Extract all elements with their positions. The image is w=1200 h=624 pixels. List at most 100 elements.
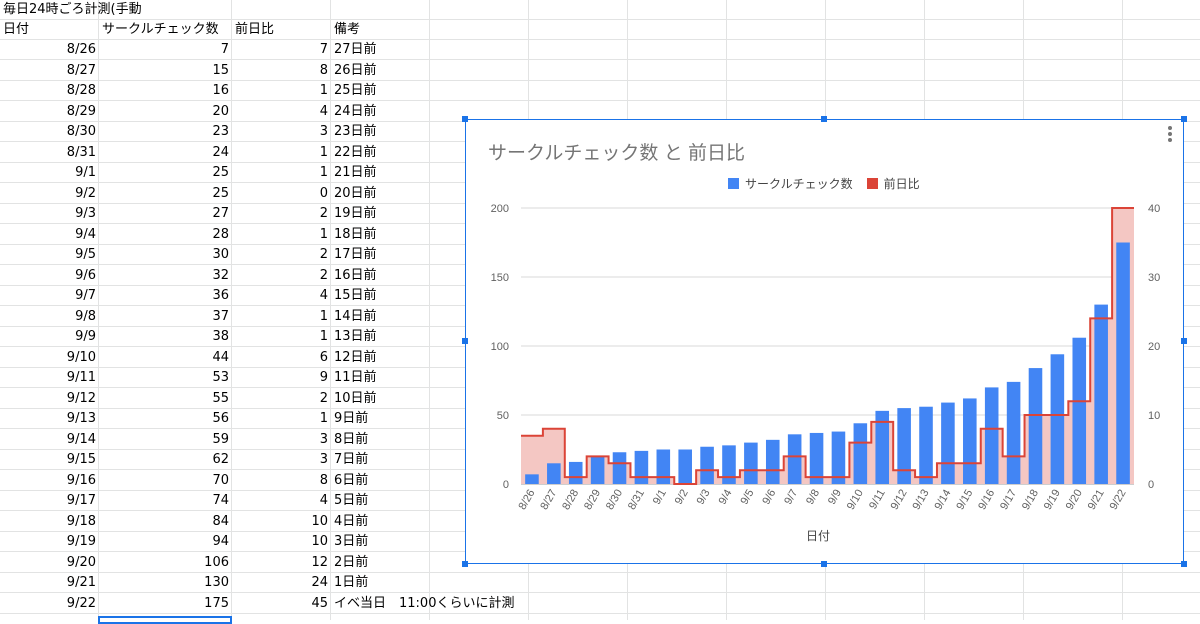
daily-change-cell[interactable]: 0 <box>319 185 328 201</box>
daily-change-cell[interactable]: 4 <box>319 288 328 303</box>
circle-check-count-cell[interactable]: 130 <box>204 575 229 590</box>
date-cell[interactable]: 9/7 <box>75 288 96 303</box>
date-cell[interactable]: 9/20 <box>66 554 96 570</box>
daily-change-cell[interactable]: 8 <box>319 472 328 488</box>
resize-handle[interactable] <box>1181 338 1187 344</box>
header-daily-change[interactable]: 前日比 <box>235 22 275 37</box>
circle-check-count-cell[interactable]: 36 <box>212 288 229 303</box>
date-cell[interactable]: 9/11 <box>66 370 96 385</box>
date-cell[interactable]: 8/31 <box>66 144 96 160</box>
notes-cell[interactable]: 21日前 <box>334 165 377 180</box>
date-cell[interactable]: 9/19 <box>66 534 96 549</box>
notes-cell[interactable]: イベ当日 11:00くらいに計測 <box>334 595 515 611</box>
notes-cell[interactable]: 22日前 <box>334 144 377 160</box>
header-row[interactable]: 日付 サークルチェック数 前日比 備考 <box>0 20 1200 40</box>
resize-handle[interactable] <box>462 561 468 567</box>
daily-change-cell[interactable]: 1 <box>319 329 328 344</box>
circle-check-count-cell[interactable]: 44 <box>212 349 229 365</box>
date-cell[interactable]: 9/15 <box>66 452 96 467</box>
date-cell[interactable]: 9/9 <box>75 329 96 344</box>
notes-cell[interactable]: 17日前 <box>334 247 377 262</box>
circle-check-count-cell[interactable]: 27 <box>212 206 229 221</box>
date-cell[interactable]: 9/18 <box>66 513 96 529</box>
notes-cell[interactable]: 20日前 <box>334 185 377 201</box>
circle-check-count-cell[interactable]: 59 <box>212 431 229 447</box>
circle-check-count-cell[interactable]: 84 <box>212 513 229 529</box>
notes-cell[interactable]: 25日前 <box>334 83 377 98</box>
date-cell[interactable]: 9/16 <box>66 472 96 488</box>
daily-change-cell[interactable]: 6 <box>319 349 328 365</box>
date-cell[interactable]: 9/3 <box>75 206 96 221</box>
notes-cell[interactable]: 3日前 <box>334 534 369 549</box>
notes-cell[interactable]: 15日前 <box>334 288 377 303</box>
notes-cell[interactable]: 9日前 <box>334 411 369 426</box>
date-cell[interactable]: 9/13 <box>66 411 96 426</box>
date-cell[interactable]: 9/17 <box>66 493 96 508</box>
daily-change-cell[interactable]: 4 <box>319 103 328 119</box>
circle-check-count-cell[interactable]: 16 <box>212 83 229 98</box>
circle-check-count-cell[interactable]: 74 <box>212 493 229 508</box>
table-row[interactable]: 9/20 106 12 2日前 <box>0 553 1200 573</box>
circle-check-count-cell[interactable]: 94 <box>212 534 229 549</box>
notes-cell[interactable]: 19日前 <box>334 206 377 221</box>
circle-check-count-cell[interactable]: 53 <box>212 370 229 385</box>
title-cell[interactable]: 毎日24時ごろ計測(手動 <box>3 2 142 17</box>
date-cell[interactable]: 9/1 <box>75 165 96 180</box>
daily-change-cell[interactable]: 1 <box>319 226 328 242</box>
notes-cell[interactable]: 24日前 <box>334 103 377 119</box>
circle-check-count-cell[interactable]: 7 <box>220 42 229 57</box>
table-row[interactable]: 9/21 130 24 1日前 <box>0 573 1200 593</box>
daily-change-cell[interactable]: 1 <box>319 165 328 180</box>
circle-check-count-cell[interactable]: 23 <box>212 124 229 139</box>
circle-check-count-cell[interactable]: 24 <box>212 144 229 160</box>
daily-change-cell[interactable]: 1 <box>319 308 328 324</box>
daily-change-cell[interactable]: 3 <box>319 452 328 467</box>
daily-change-cell[interactable]: 7 <box>319 42 328 57</box>
circle-check-count-cell[interactable]: 56 <box>212 411 229 426</box>
circle-check-count-cell[interactable]: 70 <box>212 472 229 488</box>
circle-check-count-cell[interactable]: 25 <box>212 165 229 180</box>
date-cell[interactable]: 8/28 <box>66 83 96 98</box>
circle-check-count-cell[interactable]: 37 <box>212 308 229 324</box>
resize-handle[interactable] <box>462 338 468 344</box>
header-date[interactable]: 日付 <box>3 22 30 37</box>
daily-change-cell[interactable]: 3 <box>319 124 328 139</box>
circle-check-count-cell[interactable]: 62 <box>212 452 229 467</box>
notes-cell[interactable]: 18日前 <box>334 226 377 242</box>
notes-cell[interactable]: 4日前 <box>334 513 369 529</box>
date-cell[interactable]: 8/26 <box>66 42 96 57</box>
daily-change-cell[interactable]: 1 <box>319 411 328 426</box>
circle-check-count-cell[interactable]: 28 <box>212 226 229 242</box>
date-cell[interactable]: 9/6 <box>75 267 96 283</box>
date-cell[interactable]: 9/12 <box>66 390 96 406</box>
circle-check-count-cell[interactable]: 32 <box>212 267 229 283</box>
table-row[interactable]: 9/22 175 45 イベ当日 11:00くらいに計測 <box>0 594 1200 614</box>
embedded-chart[interactable]: サークルチェック数 と 前日比 サークルチェック数 前日比 0 50 100 150 2… <box>462 116 1187 567</box>
daily-change-cell[interactable]: 10 <box>311 534 328 549</box>
circle-check-count-cell[interactable]: 25 <box>212 185 229 201</box>
date-cell[interactable]: 8/30 <box>66 124 96 139</box>
date-cell[interactable]: 8/27 <box>66 62 96 78</box>
circle-check-count-cell[interactable]: 106 <box>204 554 229 570</box>
resize-handle[interactable] <box>1181 116 1187 122</box>
circle-check-count-cell[interactable]: 175 <box>204 595 229 611</box>
table-row[interactable]: 8/27 15 8 26日前 <box>0 61 1200 81</box>
notes-cell[interactable]: 8日前 <box>334 431 369 447</box>
date-cell[interactable]: 9/8 <box>75 308 96 324</box>
more-options-icon[interactable] <box>1167 126 1173 144</box>
daily-change-cell[interactable]: 2 <box>319 247 328 262</box>
notes-cell[interactable]: 10日前 <box>334 390 377 406</box>
circle-check-count-cell[interactable]: 38 <box>212 329 229 344</box>
date-cell[interactable]: 9/5 <box>75 247 96 262</box>
circle-check-count-cell[interactable]: 15 <box>212 62 229 78</box>
daily-change-cell[interactable]: 2 <box>319 390 328 406</box>
circle-check-count-cell[interactable]: 20 <box>212 103 229 119</box>
resize-handle[interactable] <box>821 116 827 122</box>
daily-change-cell[interactable]: 2 <box>319 267 328 283</box>
date-cell[interactable]: 9/21 <box>66 575 96 590</box>
header-circle-check-count[interactable]: サークルチェック数 <box>102 22 219 37</box>
table-row[interactable]: 8/28 16 1 25日前 <box>0 81 1200 101</box>
title-row[interactable]: 毎日24時ごろ計測(手動 <box>0 0 1200 20</box>
date-cell[interactable]: 9/4 <box>75 226 96 242</box>
resize-handle[interactable] <box>462 116 468 122</box>
